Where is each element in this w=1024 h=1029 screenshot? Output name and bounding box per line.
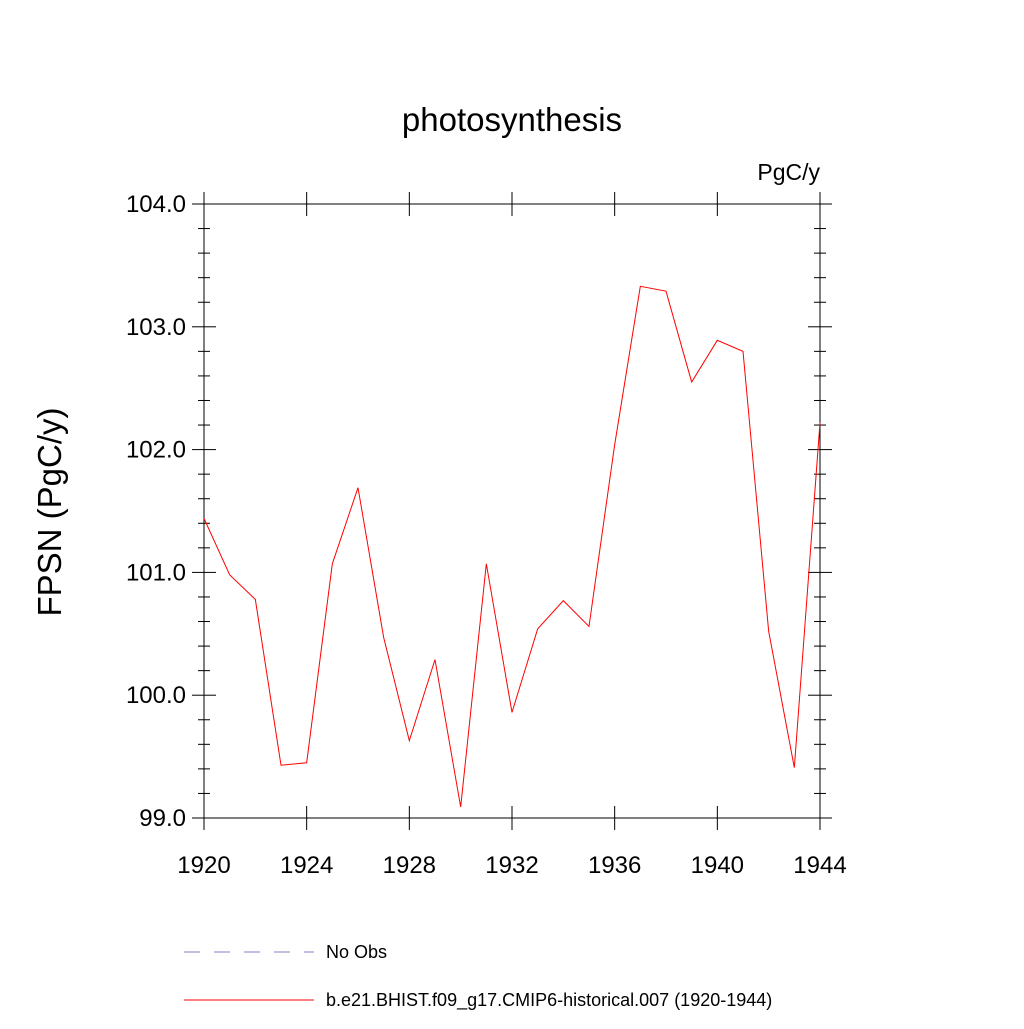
axes: 99.0 100.0 101.0 102.0 103.0 104.0 1920 1924 192… <box>126 191 847 879</box>
y-tick-label: 100.0 <box>126 682 186 709</box>
y-tick-label: 103.0 <box>126 314 186 341</box>
y-tick-label: 101.0 <box>126 559 186 586</box>
legend-label: No Obs <box>326 942 387 962</box>
chart-title: photosynthesis <box>402 101 622 138</box>
y-tick-label: 102.0 <box>126 437 186 464</box>
y-tick-label: 104.0 <box>126 191 186 218</box>
y-axis-label: FPSN (PgC/y) <box>31 407 68 616</box>
x-tick-label: 1936 <box>588 852 641 879</box>
x-tick-label: 1920 <box>177 852 230 879</box>
legend: No Obs b.e21.BHIST.f09_g17.CMIP6-historic… <box>184 942 772 1011</box>
series-line <box>203 285 821 808</box>
series-layer <box>203 285 821 808</box>
units-label: PgC/y <box>757 159 820 185</box>
x-tick-label: 1940 <box>691 852 744 879</box>
x-tick-label: 1928 <box>383 852 436 879</box>
x-tick-label: 1932 <box>485 852 538 879</box>
x-tick-label: 1944 <box>793 852 846 879</box>
y-tick-label: 99.0 <box>139 805 186 832</box>
legend-label: b.e21.BHIST.f09_g17.CMIP6-historical.007… <box>326 990 772 1011</box>
x-tick-label: 1924 <box>280 852 333 879</box>
plot-frame <box>203 203 821 819</box>
